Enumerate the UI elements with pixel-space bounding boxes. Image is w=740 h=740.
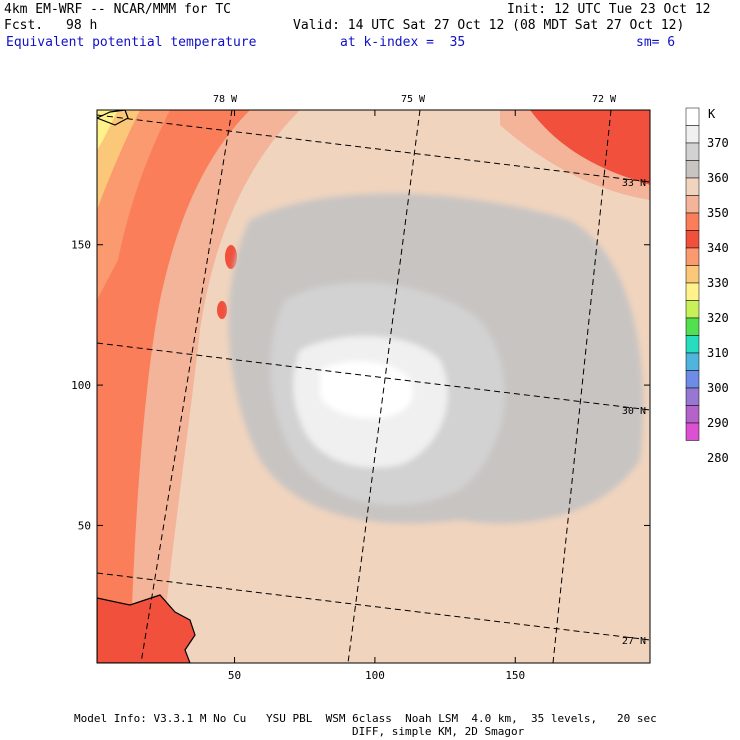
field-name: Equivalent potential temperature	[6, 35, 257, 50]
y-tick-label: 50	[78, 519, 91, 532]
colorbar-swatch	[685, 212, 700, 231]
colorbar-level-label: 370	[707, 136, 729, 150]
footer-diff-info: DIFF, simple KM, 2D Smagor	[352, 725, 525, 738]
colorbar-swatch	[685, 317, 700, 336]
graticule	[97, 110, 650, 663]
colorbar-level-label: 340	[707, 241, 729, 255]
band-325	[97, 110, 140, 210]
lon-label: 75 W	[401, 94, 426, 105]
colorbar-swatch	[685, 282, 700, 301]
init-time: Init: 12 UTC Tue 23 Oct 12	[507, 2, 711, 17]
colorbar-swatch	[685, 300, 700, 319]
axis-ticks: 50 100 150 50 100 150 78 W 75 W 72 W 33 N 30 N 27 N	[71, 94, 650, 682]
band-340	[97, 110, 250, 663]
x-tick-label: 50	[228, 669, 241, 682]
colorbar-unit: K	[708, 107, 716, 121]
lat-label: 30 N	[622, 406, 646, 417]
colorbar-swatch	[685, 335, 700, 354]
coastline-nw	[97, 110, 129, 126]
colorbar-swatch	[685, 160, 700, 179]
colorbar-level-label: 330	[707, 276, 729, 290]
colorbar-swatch	[685, 230, 700, 249]
colorbar-swatch	[685, 370, 700, 389]
colorbar-level-label: 360	[707, 171, 729, 185]
core-370	[320, 361, 414, 419]
warm-blob-2	[217, 301, 227, 319]
forecast-label: Fcst.	[4, 18, 44, 33]
footer-model-info: Model Info: V3.3.1 M No Cu YSU PBL WSM 6…	[74, 712, 657, 725]
colorbar-swatch	[685, 247, 700, 266]
colorbar-swatch	[685, 352, 700, 371]
colorbar: K 370 360 350 340 330 320 310 300 290 280	[685, 107, 729, 465]
level-info: at k-index = 35	[340, 35, 466, 50]
colorbar-swatch	[685, 422, 700, 441]
lat-label: 27 N	[622, 636, 646, 647]
colorbar-level-label: 310	[707, 346, 729, 360]
y-tick-label: 150	[71, 239, 91, 252]
map-area	[97, 110, 650, 663]
x-tick-label: 100	[365, 669, 385, 682]
coastline-land	[97, 594, 196, 663]
colorbar-swatch	[685, 142, 700, 161]
plot-frame	[96, 109, 651, 664]
colorbar-level-label: 350	[707, 206, 729, 220]
ne-band	[500, 110, 650, 200]
model-title: 4km EM-WRF -- NCAR/MMM for TC	[4, 2, 231, 17]
colorbar-swatch	[685, 405, 700, 424]
colorbar-swatch	[685, 125, 700, 144]
lon-label: 78 W	[213, 94, 238, 105]
colorbar-swatch	[685, 177, 700, 196]
lat-label: 33 N	[622, 178, 646, 189]
smoothing-info: sm= 6	[636, 35, 676, 50]
colorbar-level-label: 320	[707, 311, 729, 325]
colorbar-swatch	[685, 195, 700, 214]
colorbar-swatch	[685, 107, 700, 126]
lon-label: 72 W	[592, 94, 617, 105]
ne-warm-patch	[530, 110, 650, 185]
colorbar-level-label: 290	[707, 416, 729, 430]
colorbar-swatch	[685, 387, 700, 406]
colorbar-level-label: 300	[707, 381, 729, 395]
warm-blob-1	[225, 245, 237, 269]
colorbar-swatch	[685, 265, 700, 284]
valid-time: Valid: 14 UTC Sat 27 Oct 12 (08 MDT Sat …	[293, 18, 685, 33]
colorbar-level-label: 280	[707, 451, 729, 465]
forecast-hour: 98 h	[66, 18, 98, 33]
y-tick-label: 100	[71, 379, 91, 392]
x-tick-label: 150	[505, 669, 525, 682]
